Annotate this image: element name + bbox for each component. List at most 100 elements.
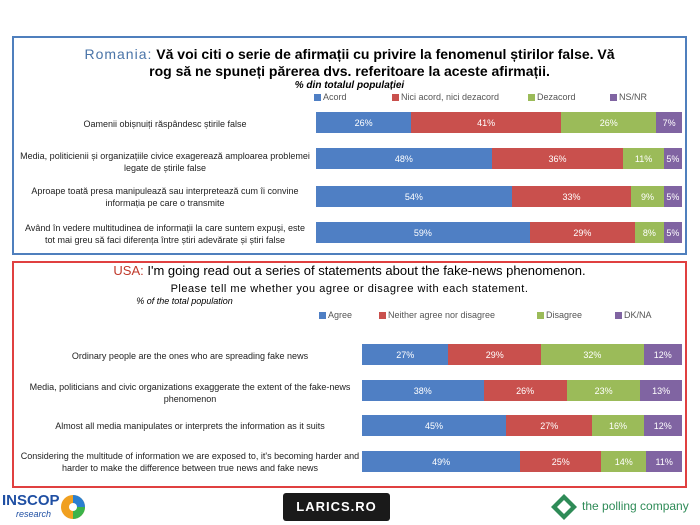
romania-title: Romania: Vă voi citi o serie de afirmați… <box>14 46 685 80</box>
usa-title-line2: Please tell me whether you agree or disa… <box>170 283 529 295</box>
bar-segment-disagree: 14% <box>601 451 647 472</box>
category-label: Având în vedere multitudinea de informaț… <box>25 223 305 245</box>
data-label: 38% <box>413 385 432 396</box>
legend-swatch-neither <box>392 93 399 101</box>
legend-item-neither: Neither agree nor disagree <box>379 310 495 320</box>
legend-swatch-dk <box>615 311 622 319</box>
category-label: Media, politicians and civic organizatio… <box>29 382 351 404</box>
bar-segment-agree: 49% <box>362 451 521 472</box>
romania-panel: Romania: Vă voi citi o serie de afirmați… <box>12 36 687 255</box>
data-label: 27% <box>540 420 559 431</box>
bar-segment-dk: 5% <box>663 186 682 207</box>
legend-label: Nici acord, nici dezacord <box>401 92 500 102</box>
data-label: 48% <box>394 153 413 164</box>
data-label: 8% <box>642 227 656 238</box>
data-label: 36% <box>548 153 567 164</box>
romania-country-label: Romania: <box>84 46 153 62</box>
bar-segment-dk: 5% <box>663 148 682 169</box>
stacked-bar: 45% 27% 16% 12% <box>362 415 682 436</box>
data-label: 26% <box>354 117 373 128</box>
data-label: 11% <box>655 456 673 467</box>
inscop-logo: INSCOP research <box>0 490 95 523</box>
bar-segment-dk: 11% <box>646 451 682 472</box>
data-label: 27% <box>396 349 415 360</box>
category-label: Oamenii obișnuiți răspândesc știrile fal… <box>83 119 247 129</box>
legend-item-neither: Nici acord, nici dezacord <box>392 92 499 102</box>
stacked-bar: 27% 29% 32% 12% <box>362 344 682 365</box>
bar-segment-neither: 36% <box>491 148 624 169</box>
legend-item-dk: DK/NA <box>615 310 652 320</box>
legend-swatch-dk <box>610 93 617 101</box>
bar-segment-agree: 54% <box>316 186 512 207</box>
polling-logo-text: the polling company <box>582 499 689 513</box>
bar-segment-disagree: 16% <box>592 415 644 436</box>
category-label: Media, politicienii și organizațiile civ… <box>20 151 310 173</box>
data-label: 59% <box>413 227 432 238</box>
bar-segment-dk: 7% <box>656 112 682 133</box>
bar-segment-neither: 41% <box>411 112 562 133</box>
bar-segment-agree: 38% <box>362 380 484 401</box>
bar-segment-neither: 29% <box>529 222 635 243</box>
polling-diamond-icon <box>551 494 577 520</box>
bar-segment-neither: 26% <box>483 380 567 401</box>
data-label: 16% <box>608 420 627 431</box>
bar-segment-agree: 45% <box>362 415 506 436</box>
legend-label: Agree <box>328 310 353 320</box>
usa-panel: USA: I'm going read out a series of stat… <box>12 261 687 488</box>
legend-swatch-agree <box>319 311 326 319</box>
stacked-bar: 49% 25% 14% 11% <box>362 451 682 472</box>
usa-country-label: USA: <box>113 263 144 278</box>
bar-segment-neither: 33% <box>511 186 632 207</box>
polling-company-logo: the polling company <box>550 493 700 523</box>
data-label: 7% <box>662 117 676 128</box>
larics-logo: LARICS.RO <box>283 493 390 521</box>
legend-swatch-agree <box>314 93 321 101</box>
usa-title: USA: I'm going read out a series of stat… <box>14 262 685 298</box>
category-label: Ordinary people are the ones who are spr… <box>71 351 309 361</box>
data-label: 5% <box>666 191 680 202</box>
bar-segment-disagree: 26% <box>561 112 657 133</box>
data-label: 13% <box>652 385 671 396</box>
legend-label: DK/NA <box>624 310 652 320</box>
data-label: 26% <box>599 117 618 128</box>
bar-segment-agree: 59% <box>316 222 530 243</box>
legend-label: NS/NR <box>619 92 648 102</box>
bar-segment-dk: 13% <box>640 380 682 401</box>
data-label: 25% <box>551 456 570 467</box>
legend-label: Acord <box>323 92 347 102</box>
bar-segment-dk: 5% <box>663 222 682 243</box>
bar-segment-neither: 27% <box>506 415 593 436</box>
stacked-bar: 38% 26% 23% 13% <box>362 380 682 401</box>
legend-label: Neither agree nor disagree <box>388 310 496 320</box>
legend-item-dk: NS/NR <box>610 92 647 102</box>
legend-item-disagree: Dezacord <box>528 92 576 102</box>
data-label: 32% <box>583 349 602 360</box>
stacked-bar: 48% 36% 11% 5% <box>316 148 682 169</box>
bar-segment-disagree: 9% <box>631 186 664 207</box>
romania-legend: Acord Nici acord, nici dezacord Dezacord… <box>314 92 674 104</box>
romania-title-line2: rog să ne spuneți părerea dvs. referitoa… <box>149 63 550 79</box>
category-label: Almost all media manipulates or interpre… <box>55 421 325 431</box>
data-label: 54% <box>404 191 423 202</box>
bar-segment-disagree: 8% <box>634 222 664 243</box>
data-label: 26% <box>516 385 535 396</box>
usa-legend: Agree Neither agree nor disagree Disagre… <box>319 310 679 322</box>
data-label: 33% <box>562 191 581 202</box>
data-label: 11% <box>634 153 653 164</box>
data-label: 9% <box>641 191 655 202</box>
data-label: 14% <box>614 456 633 467</box>
romania-title-line1: Vă voi citi o serie de afirmații cu priv… <box>156 46 615 62</box>
legend-swatch-disagree <box>537 311 544 319</box>
data-label: 29% <box>573 227 592 238</box>
category-label: Considering the multitude of information… <box>20 451 360 473</box>
romania-subtitle: % din totalul populației <box>294 80 405 91</box>
legend-item-agree: Acord <box>314 92 347 102</box>
stacked-bar: 26% 41% 26% 7% <box>316 112 682 133</box>
bar-segment-dk: 12% <box>643 415 682 436</box>
legend-item-agree: Agree <box>319 310 352 320</box>
legend-item-disagree: Disagree <box>537 310 582 320</box>
bar-segment-agree: 26% <box>316 112 412 133</box>
bar-segment-disagree: 32% <box>541 344 644 365</box>
legend-swatch-disagree <box>528 93 535 101</box>
data-label: 49% <box>432 456 451 467</box>
